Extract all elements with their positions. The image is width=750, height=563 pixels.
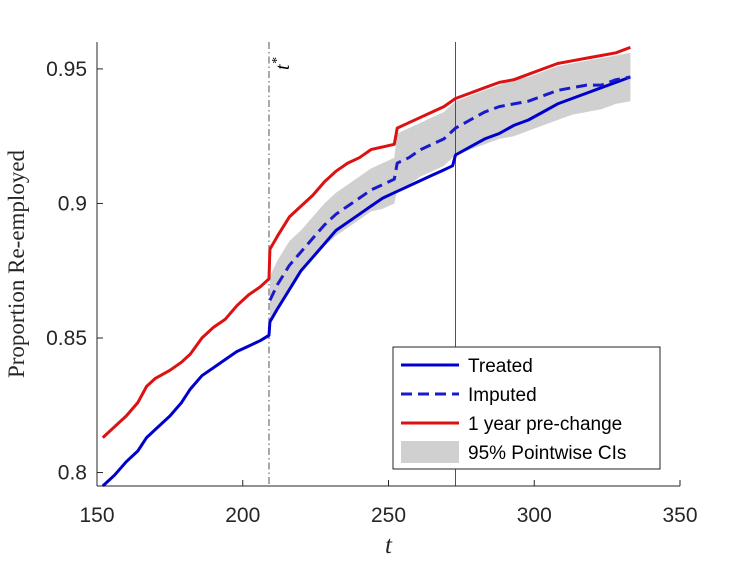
x-axis-title: t xyxy=(385,532,393,559)
legend-label: Treated xyxy=(468,356,533,377)
legend-item-imputed: Imputed xyxy=(401,385,537,406)
y-tick-label: 0.9 xyxy=(58,192,87,215)
series-line-1-year-pre-change xyxy=(101,45,631,439)
t-star-base: t xyxy=(272,64,294,70)
legend: Treated Imputed 1 year pre-change 95% Point… xyxy=(392,346,661,470)
legend-swatch xyxy=(401,441,459,463)
y-tick-labels: 0.8 0.85 0.9 0.95 xyxy=(46,58,103,485)
legend-label: 1 year pre-change xyxy=(468,414,622,435)
x-tick-label: 200 xyxy=(225,504,260,527)
y-tick-label: 0.8 xyxy=(58,462,87,485)
ci-band-layer xyxy=(269,52,631,320)
series-layer xyxy=(101,45,631,488)
series-line-imputed xyxy=(268,75,631,301)
x-tick-label: 350 xyxy=(662,504,697,527)
legend-label: Imputed xyxy=(468,385,537,406)
y-tick-label: 0.85 xyxy=(46,327,87,350)
ci-band xyxy=(269,52,631,320)
y-axis-title: Proportion Re-employed xyxy=(4,149,29,378)
t-star-superscript: * xyxy=(270,57,285,64)
legend-items: Treated Imputed 1 year pre-change 95% Point… xyxy=(401,356,626,464)
x-tick-label: 250 xyxy=(371,504,406,527)
y-tick-label: 0.95 xyxy=(46,58,87,81)
legend-label: 95% Pointwise CIs xyxy=(468,443,626,464)
x-tick-labels: 150 200 250 300 350 xyxy=(79,480,698,527)
series-line-treated xyxy=(101,75,631,488)
legend-item-treated: Treated xyxy=(401,356,533,377)
t-star-annotation: t* xyxy=(270,57,294,70)
x-tick-label: 300 xyxy=(517,504,552,527)
legend-item-95-pointwise-cis: 95% Pointwise CIs xyxy=(401,441,626,464)
legend-item-1-year-pre-change: 1 year pre-change xyxy=(401,414,622,435)
x-tick-label: 150 xyxy=(79,504,114,527)
